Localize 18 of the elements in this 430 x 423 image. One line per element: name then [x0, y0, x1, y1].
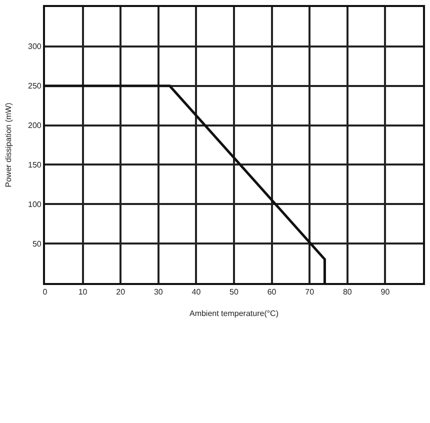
- x-tick-label: 60: [267, 288, 277, 297]
- x-tick-label: 0: [42, 288, 48, 297]
- y-tick-label: 150: [28, 160, 42, 170]
- x-axis-title: Ambient temperature(°C): [189, 309, 279, 318]
- y-tick-label: 100: [28, 200, 42, 209]
- y-axis-title: Power dissipation (mW): [4, 102, 14, 188]
- x-tick-label: 70: [305, 288, 315, 297]
- x-tick-label: 40: [192, 288, 202, 297]
- y-tick-label: 200: [28, 121, 42, 130]
- y-tick-label: 300: [28, 42, 42, 52]
- x-tick-label: 90: [380, 288, 390, 297]
- x-tick-label: 10: [78, 288, 88, 297]
- y-tick-label: 250: [28, 82, 42, 91]
- x-tick-label: 80: [342, 288, 352, 297]
- x-tick-label: 50: [230, 288, 239, 297]
- y-tick-label: 50: [32, 239, 42, 248]
- x-tick-label: 30: [154, 288, 164, 297]
- x-tick-label: 20: [116, 288, 126, 297]
